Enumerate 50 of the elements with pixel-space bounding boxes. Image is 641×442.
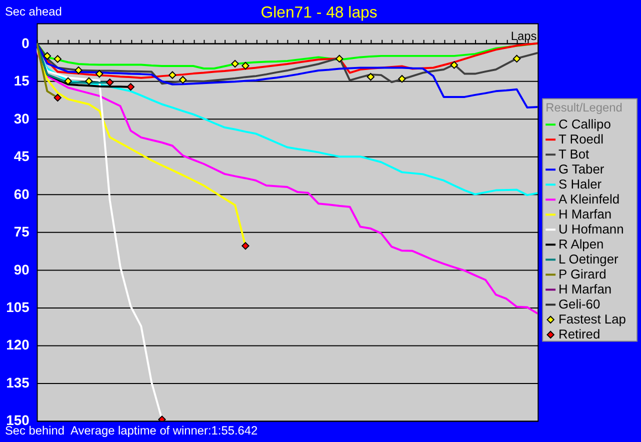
point bbox=[43, 52, 52, 60]
y-tick-label: 105 bbox=[6, 299, 30, 316]
point bbox=[179, 76, 187, 84]
x-axis-title: Laps bbox=[510, 29, 537, 44]
point bbox=[450, 61, 458, 69]
legend-label: C Callipo bbox=[558, 116, 611, 132]
legend-label: Geli-60 bbox=[558, 296, 600, 312]
legend-label: H Marfan bbox=[558, 282, 612, 297]
legend-label: S Haler bbox=[558, 176, 602, 192]
legend-label: T Bot bbox=[558, 146, 590, 162]
y-tick-label: 90 bbox=[14, 261, 30, 278]
y-tick-label: 45 bbox=[14, 148, 30, 164]
text: Average laptime of winner:1:55.642 bbox=[70, 424, 258, 438]
y-tick-label: 30 bbox=[14, 110, 30, 126]
legend-label: G Taber bbox=[558, 162, 605, 177]
y-tick-label: 15 bbox=[14, 72, 30, 89]
y-tick-label: 0 bbox=[22, 34, 30, 51]
legend-label: P Girard bbox=[558, 266, 606, 282]
legend-label: T Roedl bbox=[558, 132, 604, 147]
legend-label: Retired bbox=[558, 326, 600, 342]
point bbox=[126, 83, 135, 91]
point bbox=[54, 94, 62, 102]
legend-label: R Alpen bbox=[558, 236, 604, 252]
point bbox=[336, 54, 344, 63]
y-tick-label: 60 bbox=[14, 186, 30, 202]
point bbox=[168, 71, 176, 79]
point bbox=[106, 78, 114, 86]
line-series bbox=[36, 42, 538, 109]
legend-label: U Hofmann bbox=[558, 222, 624, 237]
y-tick-label: 135 bbox=[6, 374, 30, 390]
point bbox=[512, 54, 521, 63]
legend-label: H Marfan bbox=[558, 206, 612, 222]
point bbox=[96, 70, 104, 78]
point bbox=[64, 77, 72, 85]
legend-label: A Kleinfeld bbox=[558, 192, 620, 207]
point bbox=[74, 66, 82, 74]
point bbox=[366, 72, 375, 81]
y-tick-label: 120 bbox=[6, 336, 30, 353]
point bbox=[85, 77, 93, 85]
point bbox=[54, 55, 62, 63]
point bbox=[231, 60, 239, 68]
y-tick-label: 75 bbox=[14, 224, 30, 240]
point bbox=[242, 242, 250, 250]
y-axis-title: Sec ahead bbox=[4, 4, 62, 18]
point bbox=[242, 62, 250, 70]
chart-title: Glen71 - 48 laps bbox=[260, 4, 378, 22]
point bbox=[398, 75, 406, 83]
legend-label: L Oetinger bbox=[558, 252, 620, 267]
legend-label: Fastest Lap bbox=[558, 312, 626, 327]
legend-title: Result/Legend bbox=[546, 100, 622, 115]
